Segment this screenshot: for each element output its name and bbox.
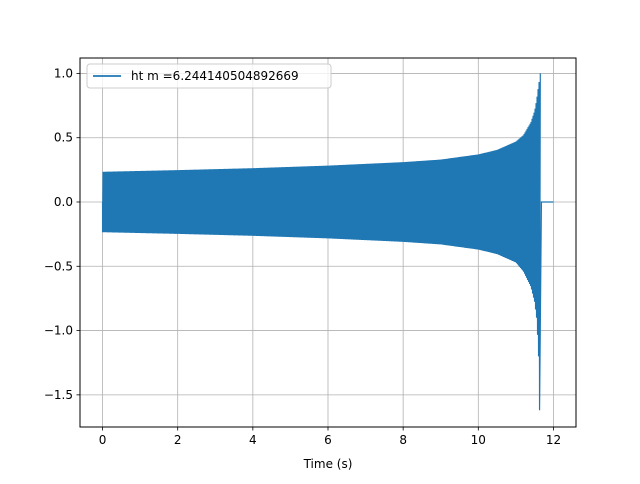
y-tick-label: 0.0 [54, 195, 73, 209]
x-tick-label: 8 [399, 433, 407, 447]
tick-marks-and-labels: 0 2 4 6 8 10 12 −1.5 −1.0 −0.5 0.0 0.5 1.0 [44, 66, 561, 447]
x-tick-label: 4 [249, 433, 257, 447]
y-tick-label: −1.0 [44, 324, 73, 338]
legend-frame [86, 63, 332, 89]
x-tick-label: 10 [471, 433, 486, 447]
x-tick-label: 12 [546, 433, 561, 447]
legend-label: ht m =6.244140504892669 [131, 69, 299, 83]
x-tick-label: 2 [174, 433, 182, 447]
series-line-ht [101, 73, 554, 411]
y-tick-label: −1.5 [44, 388, 73, 402]
x-axis-label: Time (s) [303, 457, 353, 471]
y-tick-label: 1.0 [54, 66, 73, 80]
y-tick-label: 0.5 [54, 131, 73, 145]
x-tick-label: 6 [324, 433, 332, 447]
legend: ht m =6.244140504892669 [86, 63, 332, 89]
y-tick-label: −0.5 [44, 259, 73, 273]
data-layer [101, 73, 554, 411]
x-tick-label: 0 [99, 433, 107, 447]
